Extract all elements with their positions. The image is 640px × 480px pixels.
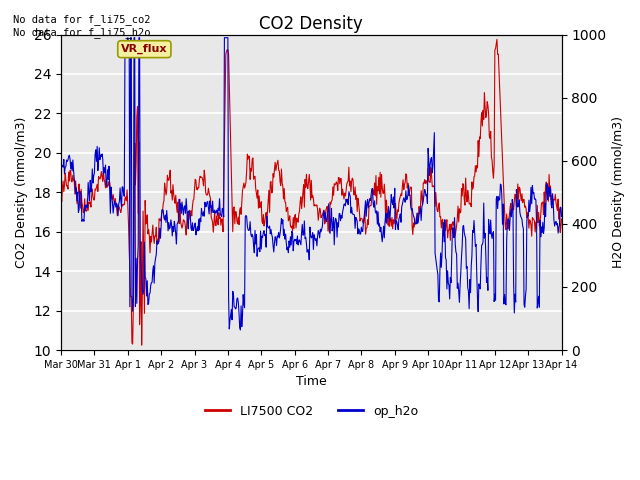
Y-axis label: CO2 Density (mmol/m3): CO2 Density (mmol/m3) — [15, 117, 28, 268]
Y-axis label: H2O Density (mmol/m3): H2O Density (mmol/m3) — [612, 116, 625, 268]
Title: CO2 Density: CO2 Density — [259, 15, 363, 33]
Text: No data for f_li75_co2
No data for f_li75_h2o: No data for f_li75_co2 No data for f_li7… — [13, 14, 150, 38]
Text: VR_flux: VR_flux — [121, 44, 168, 54]
X-axis label: Time: Time — [296, 375, 326, 388]
Legend: LI7500 CO2, op_h2o: LI7500 CO2, op_h2o — [200, 400, 423, 423]
